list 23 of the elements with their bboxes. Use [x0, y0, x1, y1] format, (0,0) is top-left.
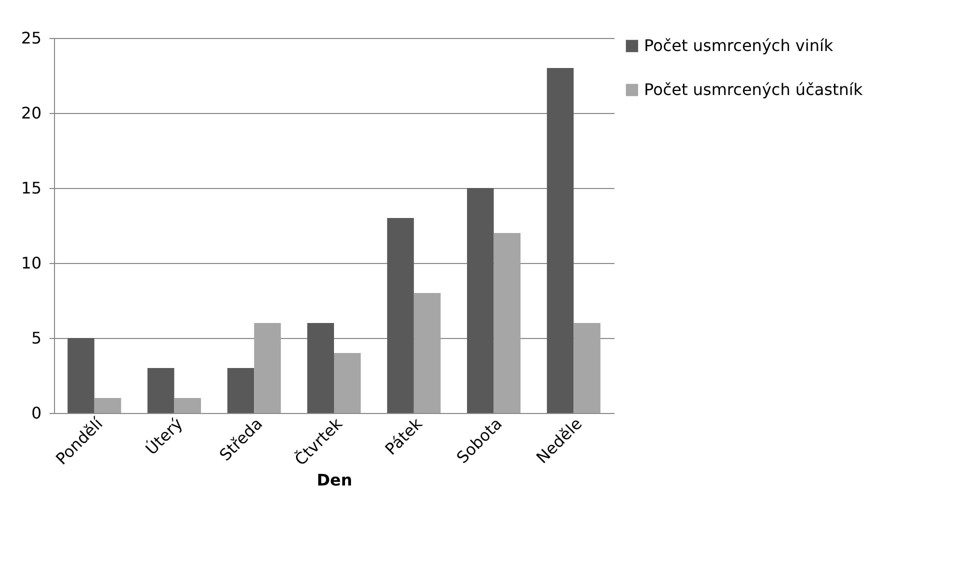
bar	[467, 188, 494, 413]
bar	[94, 398, 122, 413]
bar	[68, 338, 94, 413]
bar	[574, 323, 600, 413]
y-tick-label: 5	[31, 328, 42, 348]
bar	[334, 353, 361, 413]
y-tick-label: 20	[21, 104, 42, 122]
bar	[387, 218, 414, 413]
bar	[546, 68, 574, 413]
y-tick-label: 15	[21, 178, 42, 198]
bar	[174, 398, 201, 413]
legend-label: Počet usmrcených viník	[644, 36, 834, 55]
bar	[414, 293, 441, 413]
x-axis-title: Den	[316, 470, 352, 490]
legend-label: Počet usmrcených účastník	[644, 80, 864, 99]
bar	[227, 368, 254, 413]
y-tick-label: 25	[21, 28, 42, 48]
bar	[494, 233, 521, 413]
bar	[147, 368, 174, 413]
bar	[254, 323, 281, 413]
bar	[307, 323, 334, 413]
y-tick-label: 10	[21, 254, 42, 272]
y-tick-label: 0	[31, 404, 42, 422]
